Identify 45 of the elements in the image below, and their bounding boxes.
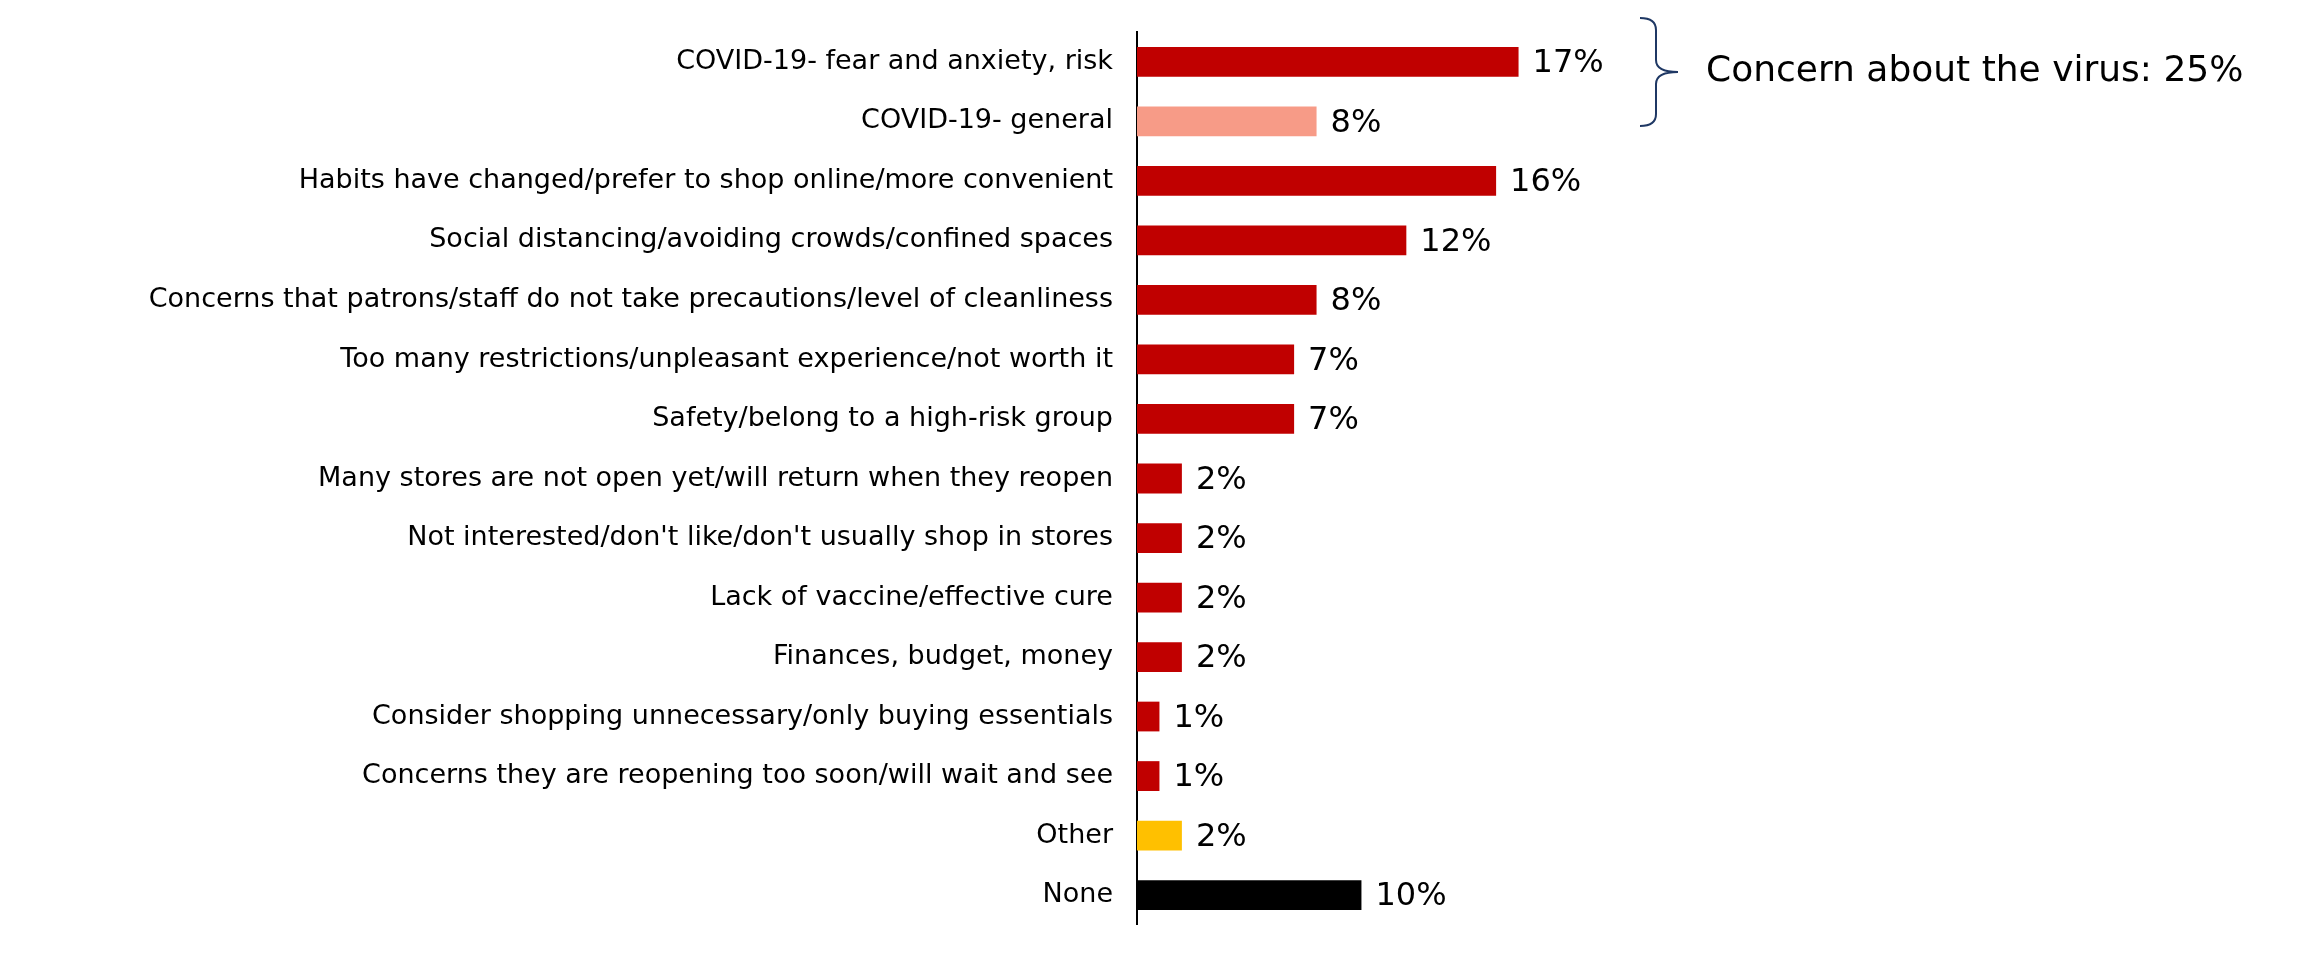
y-tick-label: COVID-19- general	[861, 103, 1113, 135]
data-label: 17%	[1532, 42, 1604, 81]
y-tick-label: Too many restrictions/unpleasant experience/not worth it	[339, 341, 1113, 373]
data-label: 8%	[1330, 280, 1382, 319]
bar	[1137, 404, 1295, 434]
y-tick-label: Social distancing/avoiding crowds/confined spaces	[429, 222, 1113, 254]
y-tick-label: Lack of vaccine/effective cure	[710, 579, 1113, 611]
data-label: 7%	[1308, 339, 1359, 378]
data-label: 12%	[1420, 220, 1492, 259]
data-label: 16%	[1510, 161, 1582, 200]
bar	[1137, 523, 1182, 553]
data-label: 2%	[1195, 518, 1247, 557]
data-label: 2%	[1195, 815, 1247, 854]
data-label: 2%	[1195, 577, 1247, 616]
bar	[1137, 582, 1182, 613]
bar	[1137, 761, 1160, 791]
y-tick-label: Consider shopping unnecessary/only buying essentials	[372, 698, 1113, 730]
y-tick-label: Many stores are not open yet/will return when they reopen	[318, 460, 1113, 492]
y-tick-label: None	[1042, 877, 1113, 909]
bar	[1137, 47, 1519, 77]
bar	[1137, 820, 1182, 851]
bar	[1137, 225, 1407, 256]
y-tick-label: Concerns they are reopening too soon/will wait and see	[362, 758, 1113, 790]
y-tick-label: Other	[1036, 817, 1114, 849]
data-label: 10%	[1375, 875, 1447, 914]
y-tick-label: Concerns that patrons/staff do not take precautions/level of cleanliness	[148, 282, 1113, 313]
data-label: 8%	[1330, 101, 1382, 140]
y-tick-label: Habits have changed/prefer to shop online/more convenient	[298, 162, 1113, 194]
bar	[1137, 701, 1160, 732]
bar	[1137, 166, 1497, 196]
y-tick-label: Safety/belong to a high-risk group	[652, 401, 1113, 433]
data-label: 1%	[1173, 756, 1225, 795]
data-label: 7%	[1308, 399, 1359, 438]
bar	[1137, 344, 1295, 375]
bar	[1137, 463, 1182, 494]
data-label: 2%	[1195, 637, 1247, 676]
y-tick-label: Finances, budget, money	[773, 639, 1114, 671]
text: Concern about the virus: 25%	[1706, 48, 2244, 89]
y-tick-label: Not interested/don't like/don't usually shop in stores	[407, 520, 1113, 552]
bar	[1137, 106, 1317, 137]
data-label: 1%	[1173, 696, 1225, 735]
bar	[1137, 642, 1182, 672]
data-label: 2%	[1195, 458, 1247, 497]
y-tick-label: COVID-19- fear and anxiety, risk	[676, 43, 1114, 75]
bar	[1137, 285, 1317, 315]
